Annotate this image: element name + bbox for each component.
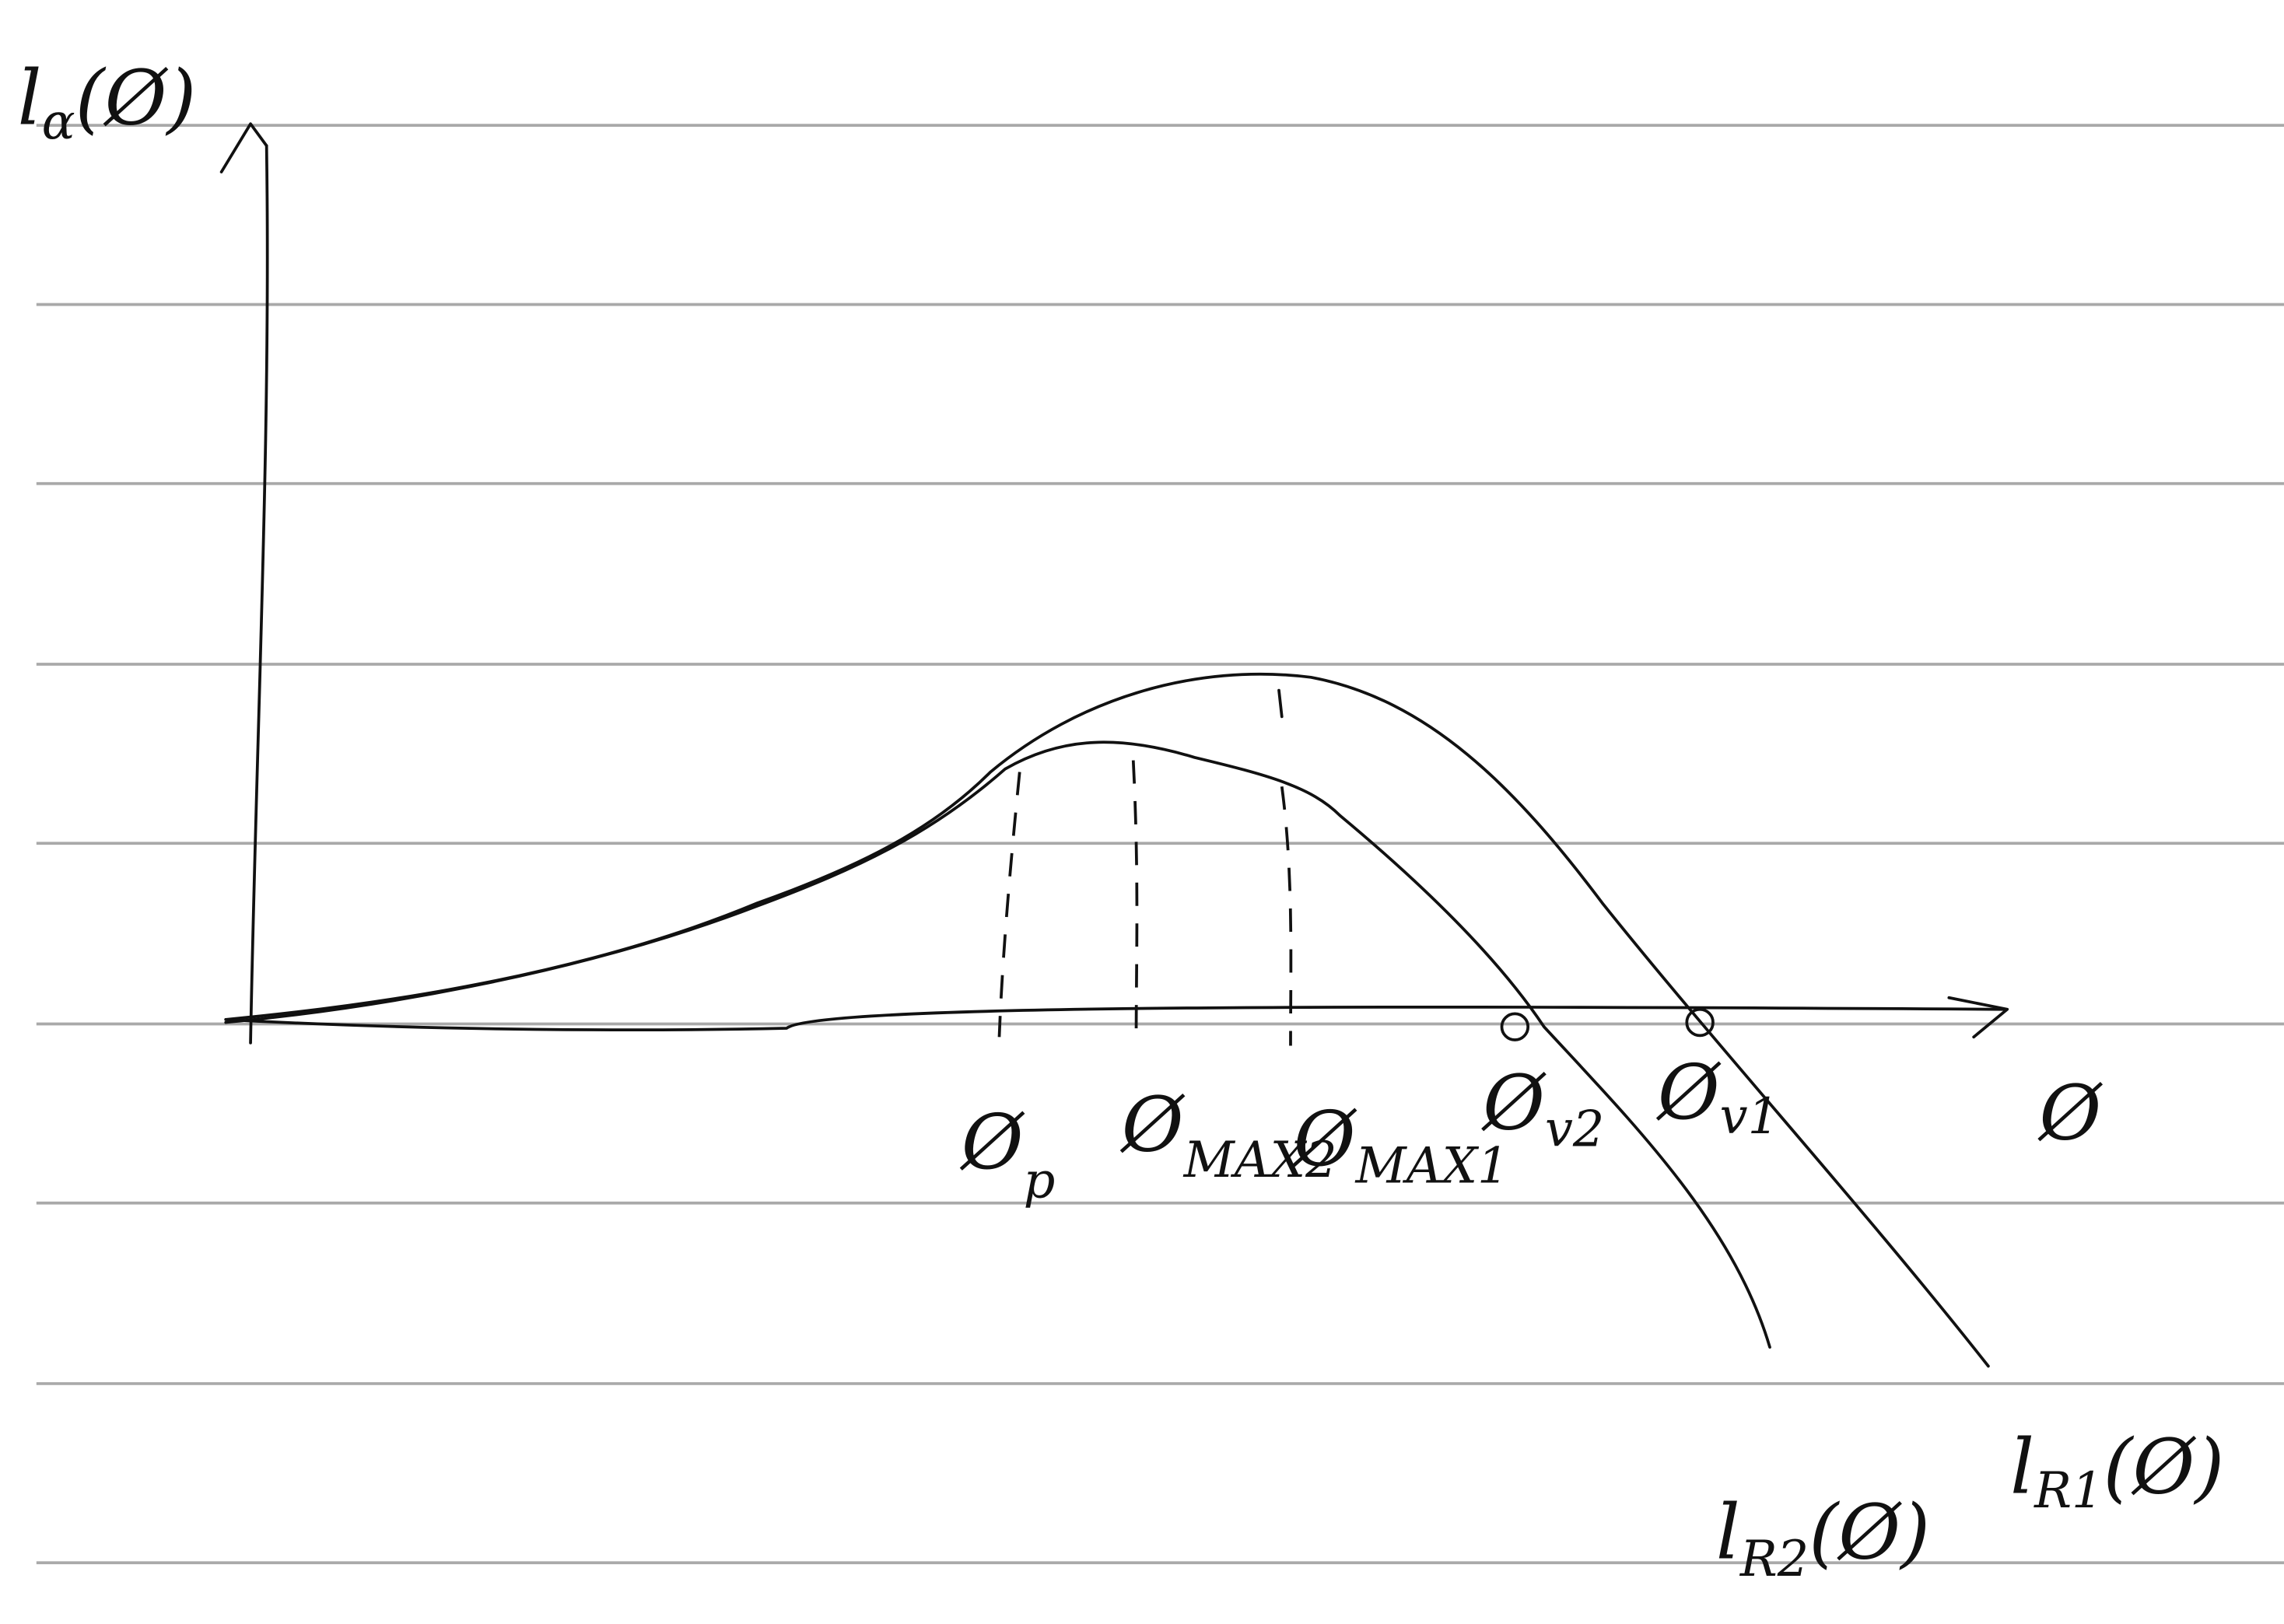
symbol: Ø [1656,1048,1722,1136]
subscript: p [1024,1152,1056,1209]
symbol: Ø [1481,1059,1547,1146]
subscript: v2 [1545,1101,1604,1159]
subscript: v1 [1720,1088,1779,1146]
symbol: l [17,54,41,142]
sketch: lα(Ø) Ø Øp ØMAX2 ØMAX1 Øv2 Øv1 lR2(Ø) lR… [0,0,2284,1624]
symbol: l [2010,1423,2034,1510]
x-axis-label: Ø [2037,1069,2103,1157]
subscript: R2 [1739,1531,1809,1588]
symbol: Ø [960,1098,1025,1186]
subscript: α [42,93,75,151]
symbol: Ø [1292,1095,1357,1183]
argument: (Ø) [2104,1423,2225,1510]
argument: (Ø) [75,54,197,142]
symbol: Ø [1120,1080,1186,1168]
subscript: R1 [2034,1462,2103,1520]
paper [0,0,2284,1624]
argument: (Ø) [1809,1489,1930,1577]
symbol: l [1716,1489,1740,1577]
page: lα(Ø) Ø Øp ØMAX2 ØMAX1 Øv2 Øv1 lR2(Ø) lR… [0,0,2284,1624]
